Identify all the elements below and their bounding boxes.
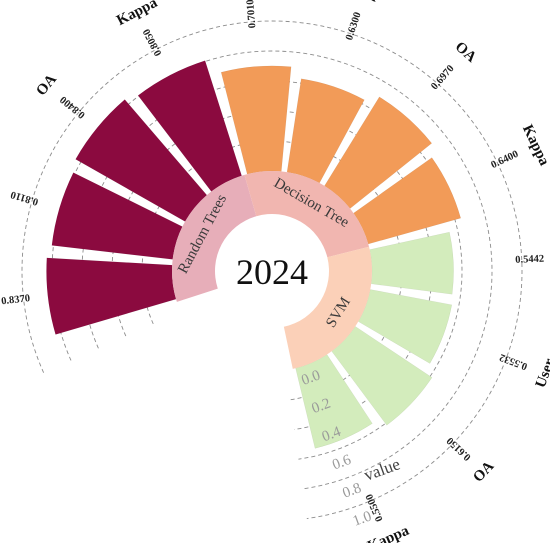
bar bbox=[46, 257, 177, 335]
metric-label: Kappa bbox=[519, 122, 550, 168]
metric-label: User bbox=[0, 171, 4, 205]
data-label: 0.6150 bbox=[445, 435, 474, 463]
bar bbox=[369, 231, 454, 295]
group-band-0 bbox=[171, 174, 257, 302]
tick-label: 0.4 bbox=[320, 424, 344, 446]
metric-label: User bbox=[348, 0, 382, 7]
data-label: 0.6300 bbox=[344, 11, 364, 42]
data-label: 0.8370 bbox=[1, 293, 31, 307]
tick-label: 0.8 bbox=[340, 480, 363, 501]
chart-title: 2024 bbox=[236, 252, 308, 292]
group-band-1 bbox=[244, 170, 370, 258]
grid-circle-4 bbox=[51, 50, 493, 490]
group-band bbox=[171, 170, 372, 369]
metric-label: OA bbox=[33, 71, 60, 99]
data-label: 0.8050 bbox=[141, 27, 164, 58]
tick-label: 0.6 bbox=[330, 452, 354, 474]
tick-label: 0.2 bbox=[310, 396, 333, 417]
metric-label: Kappa bbox=[114, 0, 160, 29]
metric-label: OA bbox=[452, 39, 480, 66]
group-band-2 bbox=[283, 246, 372, 369]
axis-title: value bbox=[361, 454, 402, 484]
data-label: 0.5442 bbox=[515, 254, 544, 266]
data-label: 0.7010 bbox=[245, 0, 258, 29]
metric-label: OA bbox=[470, 458, 497, 485]
metric-label: Kappa bbox=[365, 523, 412, 543]
data-label: 0.6400 bbox=[489, 149, 520, 171]
bar bbox=[137, 60, 242, 192]
metric-label: User bbox=[533, 356, 550, 390]
tick-label: 1.0 bbox=[351, 508, 374, 529]
tick-label: 0.0 bbox=[299, 367, 322, 388]
data-label: 0.6970 bbox=[429, 63, 456, 92]
bars bbox=[46, 60, 462, 449]
grid-circle-5 bbox=[21, 20, 523, 520]
data-label: 0.5532 bbox=[498, 351, 529, 371]
